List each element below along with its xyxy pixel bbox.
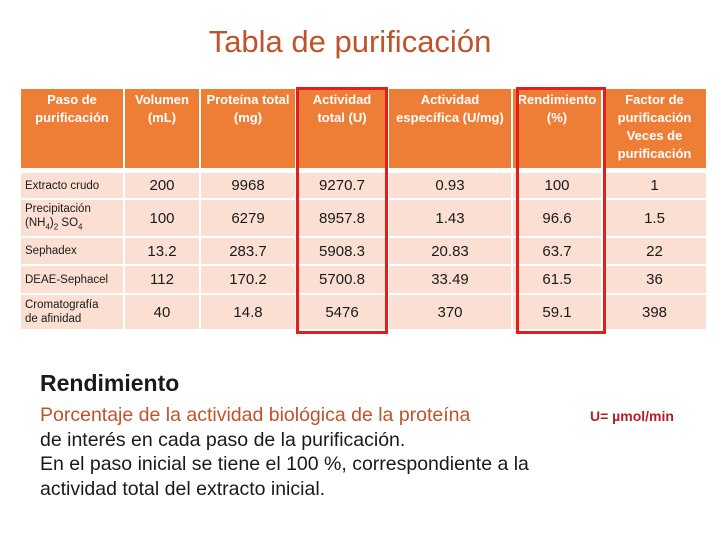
cell-rendimiento: 100	[512, 168, 603, 199]
cell-rendimiento: 59.1	[512, 293, 603, 329]
cell-actividad: 9270.7	[296, 168, 389, 199]
cell-volumen: 200	[124, 168, 201, 199]
cell-proteina: 6279	[200, 198, 297, 237]
cell-rendimiento: 96.6	[512, 198, 603, 237]
cell-step: Precipitación (NH4)2 SO4	[21, 198, 125, 237]
header-actividad-total: Actividad total (U)	[296, 89, 389, 171]
table-row: DEAE-Sephacel 112 170.2 5700.8 33.49 61.…	[21, 264, 706, 294]
header-rendimiento: Rendimiento (%)	[512, 89, 603, 171]
header-actividad-especifica: Actividad específica (U/mg)	[388, 89, 513, 171]
cell-volumen: 13.2	[124, 236, 201, 265]
highlight-actividad-total	[296, 87, 388, 334]
cell-proteina: 170.2	[200, 264, 297, 294]
step-line1: Precipitación	[25, 202, 91, 215]
cell-volumen: 40	[124, 293, 201, 329]
header-proteina: Proteína total (mg)	[200, 89, 297, 171]
table-row: Precipitación (NH4)2 SO4 100 6279 8957.8 …	[21, 198, 706, 237]
cell-step: Sephadex	[21, 236, 125, 265]
cell-proteina: 283.7	[200, 236, 297, 265]
paragraph-line: actividad total del extracto inicial.	[40, 477, 326, 500]
formula-part: (NH	[25, 216, 46, 229]
paragraph-line: Porcentaje de la actividad biológica de …	[40, 404, 471, 426]
cell-rendimiento: 63.7	[512, 236, 603, 265]
definition-paragraph: Porcentaje de la actividad biológica de …	[40, 403, 600, 501]
formula-part: )	[49, 216, 54, 229]
purification-table: Paso de purificación Volumen (mL) Proteí…	[21, 89, 706, 329]
paragraph-line: de interés en cada paso de la purificaci…	[40, 428, 406, 451]
header-factor: Factor de purificación Veces de purifica…	[602, 89, 706, 171]
table-header-row: Paso de purificación Volumen (mL) Proteí…	[21, 89, 706, 171]
cell-step: DEAE-Sephacel	[21, 264, 125, 294]
paragraph-line: En el paso inicial se tiene el 100 %, co…	[40, 453, 529, 475]
step-line2: de afinidad	[25, 313, 82, 325]
cell-factor: 1.5	[602, 198, 706, 237]
cell-proteina: 9968	[200, 168, 297, 199]
cell-factor: 36	[602, 264, 706, 294]
cell-actividad: 5476	[296, 293, 389, 329]
cell-volumen: 100	[124, 198, 201, 237]
table-row: Extracto crudo 200 9968 9270.7 0.93 100 …	[21, 168, 706, 199]
cell-actividad: 8957.8	[296, 198, 389, 237]
cell-step: Extracto crudo	[21, 168, 125, 199]
cell-factor: 1	[602, 168, 706, 199]
formula-sub: 4	[45, 222, 50, 232]
section-heading: Rendimiento	[40, 370, 180, 396]
step-formula: (NH4)2 SO4	[25, 216, 83, 232]
cell-volumen: 112	[124, 264, 201, 294]
header-paso: Paso de purificación	[21, 89, 125, 171]
cell-especifica: 370	[388, 293, 513, 329]
cell-factor: 398	[602, 293, 706, 329]
cell-especifica: 33.49	[388, 264, 513, 294]
table-row: Cromatografía de afinidad 40 14.8 5476 37…	[21, 293, 706, 329]
cell-especifica: 1.43	[388, 198, 513, 237]
formula-part: SO	[58, 216, 79, 229]
formula-sub: 4	[78, 222, 83, 232]
cell-step: Cromatografía de afinidad	[21, 293, 125, 329]
header-volumen: Volumen (mL)	[124, 89, 201, 171]
cell-rendimiento: 61.5	[512, 264, 603, 294]
cell-especifica: 0.93	[388, 168, 513, 199]
highlight-rendimiento	[516, 87, 606, 334]
cell-proteina: 14.8	[200, 293, 297, 329]
formula-sub: 2	[53, 222, 59, 232]
slide-title: Tabla de purificación	[208, 24, 492, 59]
cell-actividad: 5908.3	[296, 236, 389, 265]
step-line1: Cromatografía	[25, 299, 99, 311]
cell-especifica: 20.83	[388, 236, 513, 265]
cell-factor: 22	[602, 236, 706, 265]
unit-note: U= µmol/min	[590, 408, 674, 424]
table-row: Sephadex 13.2 283.7 5908.3 20.83 63.7 22	[21, 236, 706, 265]
